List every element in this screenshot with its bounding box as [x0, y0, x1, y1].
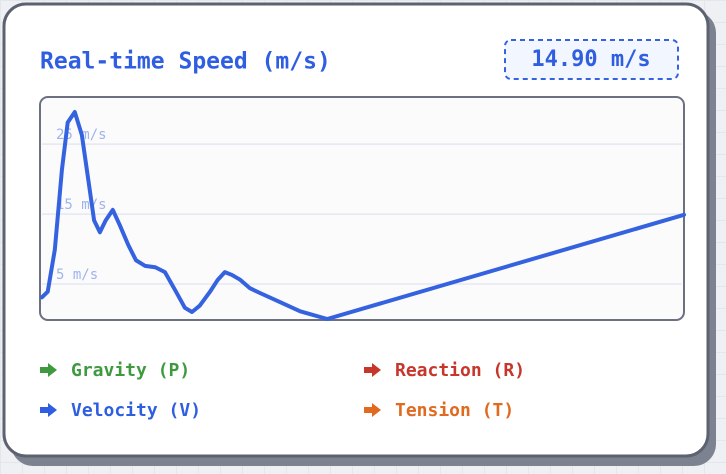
legend-arrow: [364, 403, 381, 417]
legend: Gravity (P) Reaction (R) Velocity (V) Te…: [40, 360, 525, 421]
legend-label: Tension (T): [395, 400, 514, 421]
plot: 5 m/s15 m/s25 m/s: [39, 109, 686, 321]
legend-arrow: [364, 363, 381, 377]
legend-arrow: [40, 403, 57, 417]
legend-label: Reaction (R): [395, 360, 525, 381]
legend-arrow: [40, 363, 57, 377]
y-tick-label: 15 m/s: [56, 197, 107, 213]
card-title: Real-time Speed (m/s): [40, 49, 331, 75]
readout-box: [504, 39, 679, 80]
speed-line: [39, 109, 686, 321]
speed-readout: 14.90 m/s: [531, 47, 650, 72]
y-tick-label: 5 m/s: [56, 267, 98, 283]
legend-label: Gravity (P): [71, 360, 190, 381]
plot-area: [39, 96, 685, 321]
legend-label: Velocity (V): [71, 400, 201, 421]
